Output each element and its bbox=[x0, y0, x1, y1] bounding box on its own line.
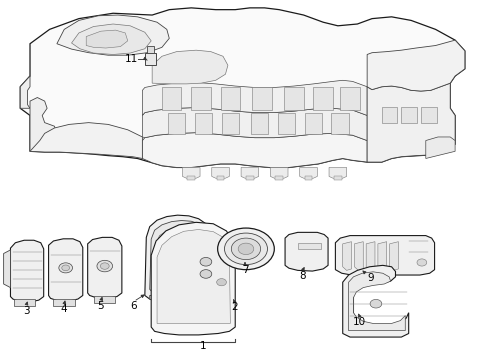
Polygon shape bbox=[314, 87, 333, 110]
Polygon shape bbox=[30, 123, 143, 158]
Circle shape bbox=[200, 257, 212, 266]
Text: 5: 5 bbox=[98, 301, 104, 311]
Polygon shape bbox=[143, 80, 367, 116]
Polygon shape bbox=[367, 83, 455, 162]
Polygon shape bbox=[331, 113, 349, 134]
Text: 9: 9 bbox=[368, 273, 374, 283]
Polygon shape bbox=[182, 167, 200, 178]
Bar bbox=[94, 296, 115, 303]
Circle shape bbox=[97, 260, 113, 272]
Polygon shape bbox=[20, 8, 465, 167]
Text: 11: 11 bbox=[125, 54, 138, 64]
Polygon shape bbox=[168, 113, 185, 134]
Polygon shape bbox=[390, 242, 398, 270]
Polygon shape bbox=[88, 237, 122, 298]
Polygon shape bbox=[300, 167, 318, 178]
Polygon shape bbox=[72, 24, 151, 54]
Polygon shape bbox=[251, 113, 269, 134]
Polygon shape bbox=[278, 113, 295, 134]
Polygon shape bbox=[57, 15, 169, 55]
Ellipse shape bbox=[147, 44, 155, 47]
Polygon shape bbox=[382, 107, 397, 123]
Polygon shape bbox=[143, 133, 367, 167]
Bar bbox=[146, 53, 156, 65]
Polygon shape bbox=[378, 242, 387, 270]
Text: 1: 1 bbox=[200, 341, 207, 351]
Polygon shape bbox=[86, 30, 128, 48]
Circle shape bbox=[200, 270, 212, 278]
Polygon shape bbox=[285, 232, 328, 271]
Bar bbox=[305, 176, 313, 180]
Polygon shape bbox=[366, 242, 375, 270]
Polygon shape bbox=[241, 167, 259, 178]
Polygon shape bbox=[3, 250, 10, 288]
Polygon shape bbox=[156, 227, 204, 288]
Polygon shape bbox=[367, 40, 465, 91]
Polygon shape bbox=[348, 272, 405, 330]
Circle shape bbox=[59, 263, 73, 273]
Circle shape bbox=[217, 279, 226, 286]
Polygon shape bbox=[20, 76, 30, 108]
Circle shape bbox=[62, 265, 70, 271]
Circle shape bbox=[417, 259, 427, 266]
Bar bbox=[187, 176, 195, 180]
Polygon shape bbox=[220, 87, 240, 110]
Polygon shape bbox=[329, 167, 346, 178]
Text: 3: 3 bbox=[23, 306, 29, 316]
Text: 2: 2 bbox=[231, 302, 238, 312]
Polygon shape bbox=[49, 239, 83, 301]
Polygon shape bbox=[143, 108, 367, 140]
Polygon shape bbox=[426, 137, 455, 158]
Circle shape bbox=[218, 228, 274, 270]
Polygon shape bbox=[191, 87, 211, 110]
Text: 4: 4 bbox=[61, 304, 68, 314]
Text: 10: 10 bbox=[353, 317, 367, 327]
Bar bbox=[217, 176, 224, 180]
Circle shape bbox=[370, 300, 382, 308]
Polygon shape bbox=[343, 265, 409, 337]
Polygon shape bbox=[252, 87, 272, 110]
Polygon shape bbox=[270, 167, 288, 178]
Text: 8: 8 bbox=[299, 271, 305, 281]
Text: 7: 7 bbox=[242, 265, 248, 275]
Polygon shape bbox=[354, 242, 363, 270]
Polygon shape bbox=[221, 113, 239, 134]
Polygon shape bbox=[150, 296, 210, 304]
Polygon shape bbox=[30, 98, 57, 151]
Bar bbox=[53, 299, 75, 306]
Polygon shape bbox=[150, 221, 208, 296]
Ellipse shape bbox=[148, 43, 154, 46]
Circle shape bbox=[224, 233, 268, 265]
Polygon shape bbox=[284, 87, 304, 110]
Polygon shape bbox=[421, 107, 437, 123]
Bar bbox=[14, 299, 35, 306]
Bar bbox=[246, 176, 254, 180]
Polygon shape bbox=[162, 87, 181, 110]
Polygon shape bbox=[305, 113, 322, 134]
Polygon shape bbox=[145, 215, 212, 302]
Polygon shape bbox=[343, 242, 351, 270]
Polygon shape bbox=[195, 113, 212, 134]
Bar bbox=[298, 243, 321, 249]
Polygon shape bbox=[212, 167, 229, 178]
Polygon shape bbox=[340, 87, 360, 110]
Polygon shape bbox=[152, 50, 228, 84]
Polygon shape bbox=[335, 235, 435, 275]
Circle shape bbox=[231, 238, 261, 260]
Polygon shape bbox=[401, 107, 417, 123]
Polygon shape bbox=[151, 222, 235, 335]
Bar bbox=[147, 46, 154, 53]
Bar bbox=[275, 176, 283, 180]
Polygon shape bbox=[157, 229, 230, 323]
Text: 6: 6 bbox=[130, 301, 137, 311]
Polygon shape bbox=[10, 240, 44, 302]
Circle shape bbox=[100, 263, 109, 269]
Bar bbox=[334, 176, 342, 180]
Circle shape bbox=[238, 243, 254, 255]
